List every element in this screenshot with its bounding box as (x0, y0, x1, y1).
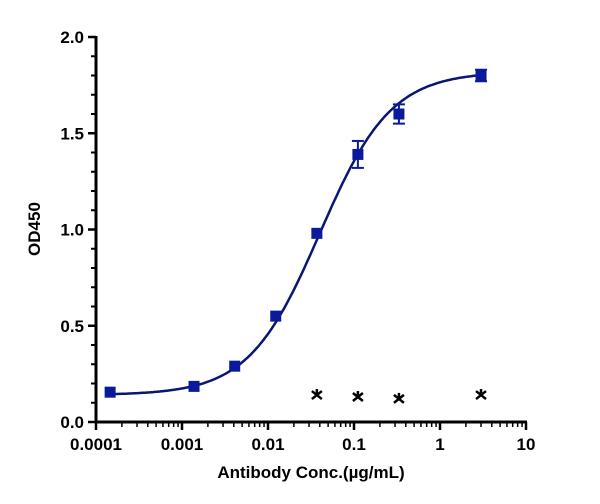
y-tick-label: 1.5 (60, 124, 84, 143)
data-point-square (188, 380, 200, 392)
data-point-star (352, 390, 364, 402)
x-tick-label: 10 (517, 435, 536, 454)
data-point-star (393, 392, 405, 404)
y-tick-label: 2.0 (60, 28, 84, 47)
x-tick-label: 0.01 (251, 435, 284, 454)
data-point-square (311, 227, 323, 239)
x-tick-label: 0.1 (342, 435, 366, 454)
y-tick-label: 0.0 (60, 413, 84, 432)
x-axis-title: Antibody Conc.(µg/mL) (217, 463, 404, 482)
data-point-star (311, 389, 323, 401)
data-point-square (229, 360, 241, 372)
y-axis-title: OD450 (25, 202, 44, 256)
x-tick-label: 0.0001 (70, 435, 122, 454)
data-point-square (352, 148, 364, 160)
y-tick-label: 0.5 (60, 317, 84, 336)
x-tick-label: 1 (435, 435, 444, 454)
data-point-square (270, 310, 282, 322)
data-point-star (475, 389, 487, 401)
data-point-square (475, 70, 487, 81)
data-point-square (104, 386, 116, 398)
data-point-square (393, 108, 405, 120)
y-tick-label: 1.0 (60, 221, 84, 240)
x-tick-label: 0.001 (161, 435, 204, 454)
fit-curve (110, 73, 481, 396)
